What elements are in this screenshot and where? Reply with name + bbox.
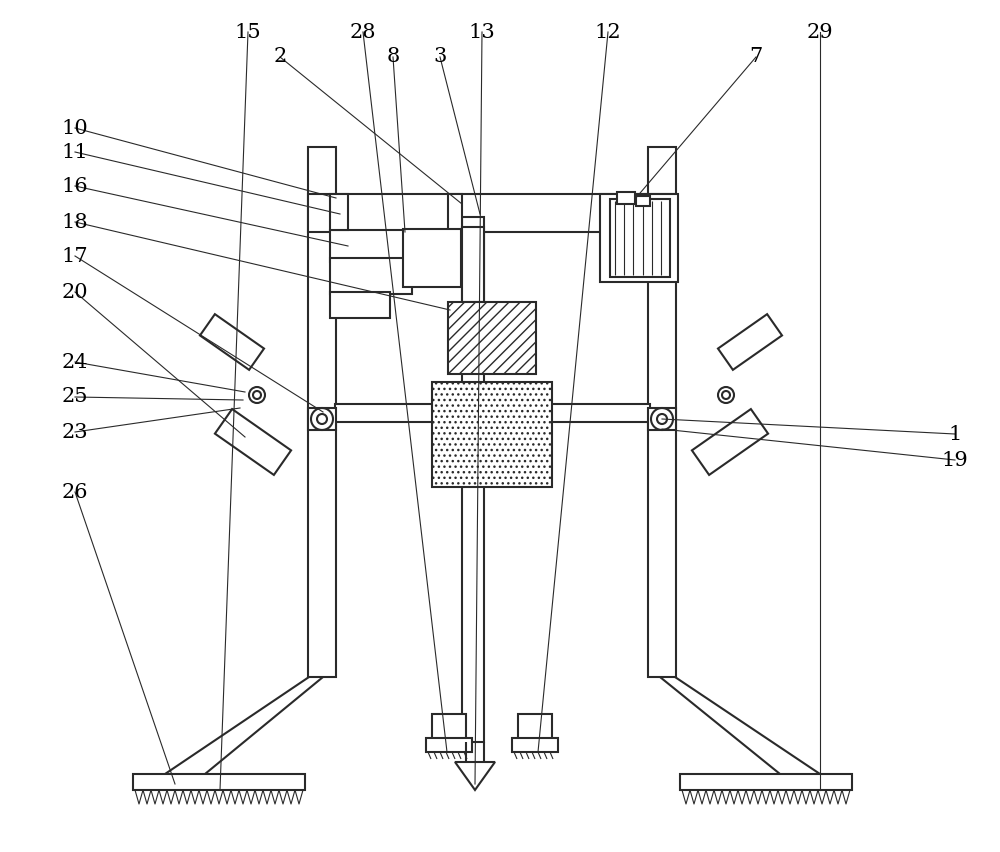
Bar (462, 217, 484, 742)
Text: 13: 13 (469, 22, 495, 42)
Text: 3: 3 (433, 48, 447, 66)
Bar (648, 408, 676, 430)
Text: 18: 18 (62, 212, 88, 232)
Text: 19: 19 (942, 451, 968, 469)
Text: 25: 25 (62, 388, 88, 406)
Bar (133, 774, 305, 790)
Bar (426, 738, 472, 752)
Text: 8: 8 (386, 48, 400, 66)
Polygon shape (215, 409, 291, 475)
Bar (330, 292, 390, 318)
Text: 28: 28 (350, 22, 376, 42)
Text: 24: 24 (62, 353, 88, 371)
Bar (432, 714, 466, 740)
Bar (448, 302, 536, 374)
Bar (512, 738, 558, 752)
Bar (518, 714, 552, 740)
Bar (330, 258, 412, 294)
Polygon shape (200, 314, 264, 370)
Bar (680, 774, 852, 790)
Text: 1: 1 (948, 424, 962, 444)
Text: 23: 23 (62, 423, 88, 441)
Bar (432, 382, 552, 487)
Polygon shape (718, 314, 782, 370)
Bar (308, 147, 336, 677)
Bar (610, 199, 670, 277)
Bar (636, 196, 650, 206)
Polygon shape (692, 409, 768, 475)
Text: 15: 15 (235, 22, 261, 42)
Text: 26: 26 (62, 482, 88, 502)
Bar (617, 192, 635, 204)
Text: 10: 10 (62, 118, 88, 137)
Bar (330, 230, 462, 262)
Text: 20: 20 (62, 283, 88, 302)
Text: 17: 17 (62, 246, 88, 266)
Bar (335, 404, 650, 422)
Text: 11: 11 (62, 142, 88, 162)
Bar (462, 227, 484, 302)
Bar (600, 194, 678, 282)
Text: 7: 7 (749, 48, 763, 66)
Text: 29: 29 (807, 22, 833, 42)
Text: 16: 16 (62, 176, 88, 195)
Bar (448, 194, 462, 230)
Text: 2: 2 (273, 48, 287, 66)
Bar (648, 147, 676, 677)
Bar (308, 408, 336, 430)
Bar (330, 194, 348, 230)
Bar (308, 194, 676, 232)
Polygon shape (455, 762, 495, 790)
Bar (403, 229, 461, 287)
Text: 12: 12 (595, 22, 621, 42)
